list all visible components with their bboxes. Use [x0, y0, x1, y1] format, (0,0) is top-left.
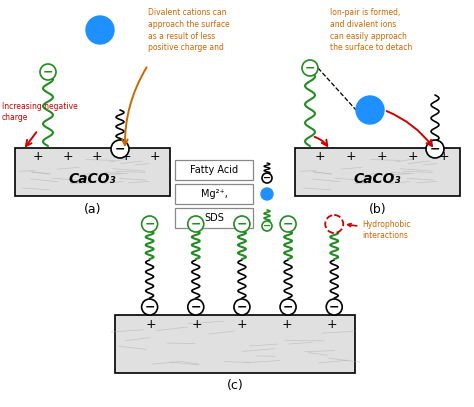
- Text: −: −: [430, 142, 440, 155]
- Circle shape: [302, 60, 318, 76]
- Circle shape: [426, 140, 444, 158]
- Text: Mg²⁺,: Mg²⁺,: [201, 189, 228, 199]
- Text: CaCO₃: CaCO₃: [69, 172, 116, 186]
- Text: CaCO₃: CaCO₃: [354, 172, 401, 186]
- Text: +: +: [33, 151, 44, 164]
- Text: −: −: [283, 300, 293, 313]
- Text: −: −: [43, 66, 53, 79]
- Text: (c): (c): [227, 379, 243, 392]
- Circle shape: [142, 216, 158, 232]
- Circle shape: [234, 299, 250, 315]
- Text: −: −: [237, 300, 247, 313]
- Text: −: −: [305, 61, 315, 74]
- Text: +: +: [346, 151, 356, 164]
- Text: Ion-pair is formed,
and divalent ions
can easily approach
the surface to detach: Ion-pair is formed, and divalent ions ca…: [330, 8, 412, 53]
- Text: −: −: [263, 173, 271, 183]
- Circle shape: [111, 140, 129, 158]
- Circle shape: [261, 188, 273, 200]
- Circle shape: [326, 299, 342, 315]
- Text: −: −: [237, 217, 247, 230]
- Text: +: +: [327, 317, 337, 330]
- Circle shape: [280, 299, 296, 315]
- Text: +: +: [377, 151, 387, 164]
- Text: SDS: SDS: [204, 213, 224, 223]
- Text: +: +: [408, 151, 419, 164]
- Text: (b): (b): [369, 204, 386, 217]
- Bar: [175, 160, 253, 180]
- Circle shape: [188, 216, 204, 232]
- Bar: [115, 315, 355, 373]
- Text: −: −: [283, 217, 293, 230]
- Circle shape: [234, 216, 250, 232]
- Text: +: +: [237, 317, 247, 330]
- Text: −: −: [145, 217, 155, 230]
- Circle shape: [356, 96, 384, 124]
- Text: +: +: [282, 317, 292, 330]
- Text: −: −: [115, 142, 125, 155]
- Text: −: −: [191, 217, 201, 230]
- Text: +: +: [146, 317, 156, 330]
- Text: +: +: [191, 317, 202, 330]
- Bar: [15, 148, 170, 196]
- Text: −: −: [191, 300, 201, 313]
- Circle shape: [280, 216, 296, 232]
- Text: −: −: [145, 300, 155, 313]
- Text: −: −: [263, 221, 271, 231]
- Circle shape: [188, 299, 204, 315]
- Text: +: +: [439, 151, 450, 164]
- Text: Divalent cations can
approach the surface
as a result of less
positive charge an: Divalent cations can approach the surfac…: [148, 8, 230, 53]
- Circle shape: [262, 173, 272, 183]
- Text: (a): (a): [84, 204, 101, 217]
- Text: Hydrophobic
interactions: Hydrophobic interactions: [348, 220, 411, 240]
- Text: +: +: [150, 151, 161, 164]
- Circle shape: [40, 64, 56, 80]
- Circle shape: [86, 16, 114, 44]
- Text: −: −: [329, 300, 339, 313]
- Text: Fatty Acid: Fatty Acid: [190, 165, 238, 175]
- Text: +: +: [91, 151, 102, 164]
- Bar: [175, 208, 253, 228]
- Circle shape: [262, 221, 272, 231]
- Bar: [175, 184, 253, 204]
- Bar: [295, 148, 460, 196]
- Text: Increasing negative
charge: Increasing negative charge: [2, 102, 78, 123]
- Circle shape: [142, 299, 158, 315]
- Text: +: +: [121, 151, 131, 164]
- Text: +: +: [315, 151, 325, 164]
- Text: +: +: [62, 151, 73, 164]
- Circle shape: [325, 215, 343, 233]
